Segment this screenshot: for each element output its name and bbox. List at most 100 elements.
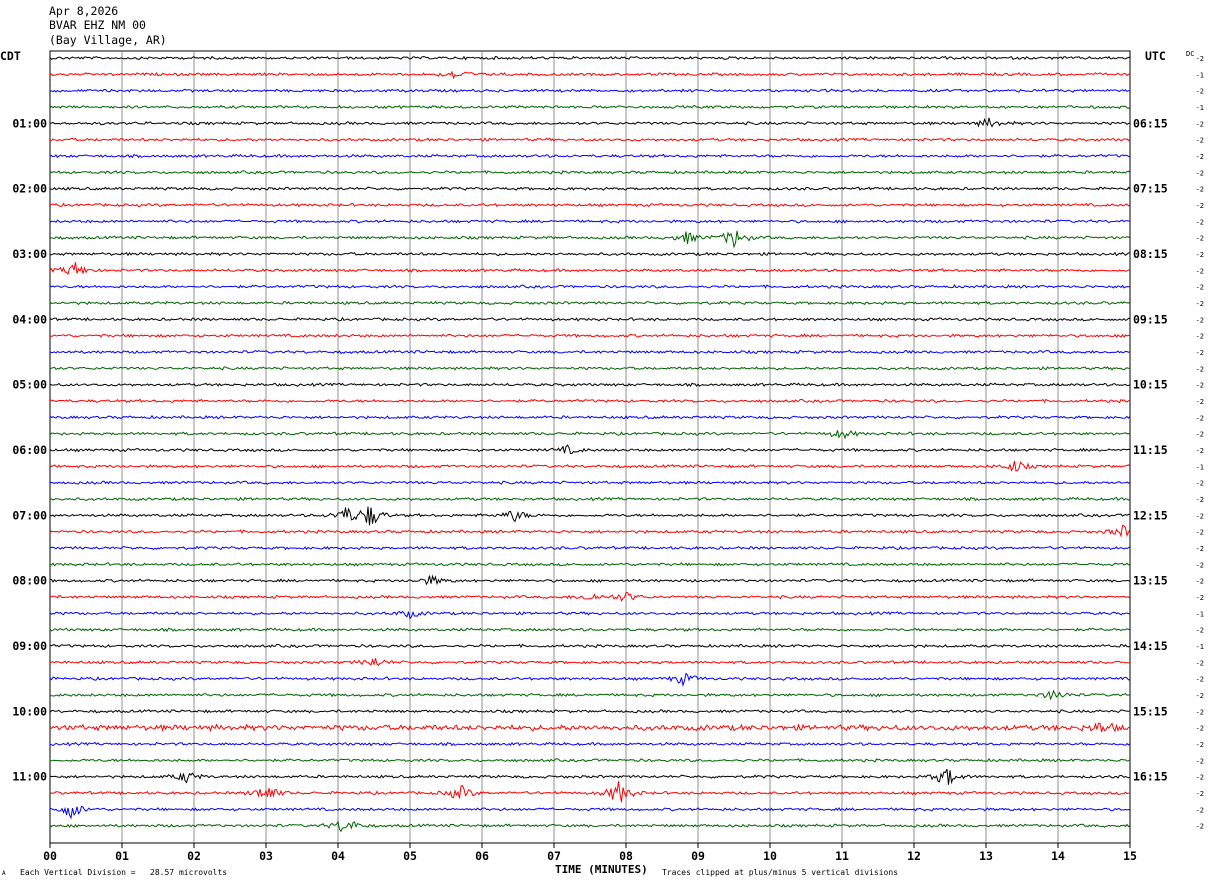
x-tick-label: 12 bbox=[907, 849, 921, 863]
x-tick-label: 02 bbox=[187, 849, 201, 863]
trace-row bbox=[49, 230, 1131, 249]
dc-offset-label: -2 bbox=[1196, 431, 1204, 439]
x-tick-label: 05 bbox=[403, 849, 417, 863]
dc-offset-label: -2 bbox=[1196, 692, 1204, 700]
dc-offset-label: -2 bbox=[1196, 806, 1204, 814]
dc-offset-label: -2 bbox=[1196, 382, 1204, 390]
right-hour-label: 13:15 bbox=[1133, 574, 1168, 588]
dc-offset-label: -2 bbox=[1196, 659, 1204, 667]
dc-offset-label: -2 bbox=[1196, 398, 1204, 406]
dc-offset-label: -2 bbox=[1196, 757, 1204, 765]
x-tick-label: 13 bbox=[979, 849, 993, 863]
x-tick-label: 08 bbox=[619, 849, 633, 863]
dc-label: DC bbox=[1186, 50, 1195, 58]
dc-offset-label: -2 bbox=[1196, 741, 1204, 749]
dc-offset-label: -2 bbox=[1196, 235, 1204, 243]
dc-offset-label: -1 bbox=[1196, 104, 1204, 112]
trace-row bbox=[49, 627, 1131, 633]
trace-row bbox=[49, 741, 1131, 747]
trace-row bbox=[49, 709, 1131, 714]
trace-row bbox=[49, 262, 1131, 276]
trace-row bbox=[49, 496, 1131, 502]
trace-row bbox=[49, 137, 1131, 142]
dc-offset-label: -2 bbox=[1196, 578, 1204, 586]
left-hour-label: 08:00 bbox=[12, 574, 47, 588]
left-hour-label: 02:00 bbox=[12, 182, 47, 196]
left-hour-label: 01:00 bbox=[12, 116, 47, 130]
trace-row bbox=[49, 574, 1131, 586]
x-tick-label: 03 bbox=[259, 849, 273, 863]
dc-offset-label: -2 bbox=[1196, 496, 1204, 504]
dc-offset-label: -2 bbox=[1196, 480, 1204, 488]
dc-offset-label: -2 bbox=[1196, 251, 1204, 259]
trace-row bbox=[49, 781, 1131, 803]
trace-row bbox=[49, 480, 1131, 485]
trace-row bbox=[49, 251, 1131, 257]
dc-offset-label: -2 bbox=[1196, 627, 1204, 635]
right-hour-label: 16:15 bbox=[1133, 770, 1168, 784]
dc-offset-label: -2 bbox=[1196, 153, 1204, 161]
trace-row bbox=[49, 104, 1131, 110]
x-tick-label: 06 bbox=[475, 849, 489, 863]
x-axis-title: TIME (MINUTES) bbox=[555, 863, 648, 876]
right-hour-label: 06:15 bbox=[1133, 116, 1168, 130]
dc-offset-label: -2 bbox=[1196, 594, 1204, 602]
station-code: BVAR EHZ NM 00 bbox=[49, 18, 146, 32]
trace-row bbox=[49, 117, 1131, 128]
trace-row bbox=[49, 506, 1130, 526]
left-hour-label: 03:00 bbox=[12, 247, 47, 261]
trace-row bbox=[49, 524, 1131, 538]
left-hour-label: 11:00 bbox=[12, 770, 47, 784]
right-hour-label: 09:15 bbox=[1133, 312, 1168, 326]
dc-offset-label: -2 bbox=[1196, 823, 1204, 831]
x-tick-label: 07 bbox=[547, 849, 561, 863]
trace-row bbox=[49, 349, 1131, 355]
trace-row bbox=[49, 202, 1131, 208]
trace-row bbox=[49, 757, 1131, 763]
station-location: (Bay Village, AR) bbox=[49, 33, 167, 47]
trace-row bbox=[49, 805, 1131, 820]
dc-offset-label: -2 bbox=[1196, 561, 1204, 569]
trace-row bbox=[49, 689, 1131, 701]
trace-row bbox=[49, 333, 1130, 338]
left-hour-label: 10:00 bbox=[12, 704, 47, 718]
dc-offset-label: -1 bbox=[1196, 71, 1204, 79]
trace-row bbox=[49, 562, 1131, 567]
chart-date: Apr 8,2026 bbox=[49, 4, 119, 18]
trace-row bbox=[49, 153, 1131, 159]
trace-row bbox=[49, 300, 1131, 306]
trace-row bbox=[49, 366, 1131, 371]
x-tick-label: 09 bbox=[691, 849, 705, 863]
right-hour-label: 08:15 bbox=[1133, 247, 1168, 261]
dc-offset-label: -2 bbox=[1196, 529, 1204, 537]
left-hour-label: 04:00 bbox=[12, 312, 47, 326]
left-hour-label: 06:00 bbox=[12, 443, 47, 457]
trace-row bbox=[49, 430, 1131, 440]
dc-offset-label: -2 bbox=[1196, 284, 1204, 292]
right-hour-label: 10:15 bbox=[1133, 378, 1168, 392]
x-tick-label: 14 bbox=[1051, 849, 1065, 863]
trace-row bbox=[49, 316, 1131, 322]
dc-offset-label: -2 bbox=[1196, 218, 1204, 226]
x-tick-label: 15 bbox=[1123, 849, 1137, 863]
dc-offset-label: -2 bbox=[1196, 267, 1204, 275]
right-hour-label: 15:15 bbox=[1133, 704, 1168, 718]
x-tick-label: 04 bbox=[331, 849, 345, 863]
dc-offset-label: -2 bbox=[1196, 137, 1204, 145]
trace-row bbox=[49, 382, 1131, 388]
trace-row bbox=[49, 169, 1131, 175]
trace-row bbox=[49, 284, 1131, 289]
trace-row bbox=[49, 672, 1131, 688]
x-tick-label: 10 bbox=[763, 849, 777, 863]
right-hour-label: 07:15 bbox=[1133, 182, 1168, 196]
plot-frame bbox=[49, 50, 1131, 844]
dc-offset-label: -2 bbox=[1196, 545, 1204, 553]
trace-row bbox=[49, 88, 1131, 93]
dc-offset-label: -2 bbox=[1196, 333, 1204, 341]
dc-offset-label: -2 bbox=[1196, 790, 1204, 798]
left-timezone-label: CDT bbox=[0, 49, 21, 63]
trace-row bbox=[49, 545, 1131, 551]
dc-offset-label: -1 bbox=[1196, 643, 1204, 651]
dc-offset-label: -2 bbox=[1196, 512, 1204, 520]
